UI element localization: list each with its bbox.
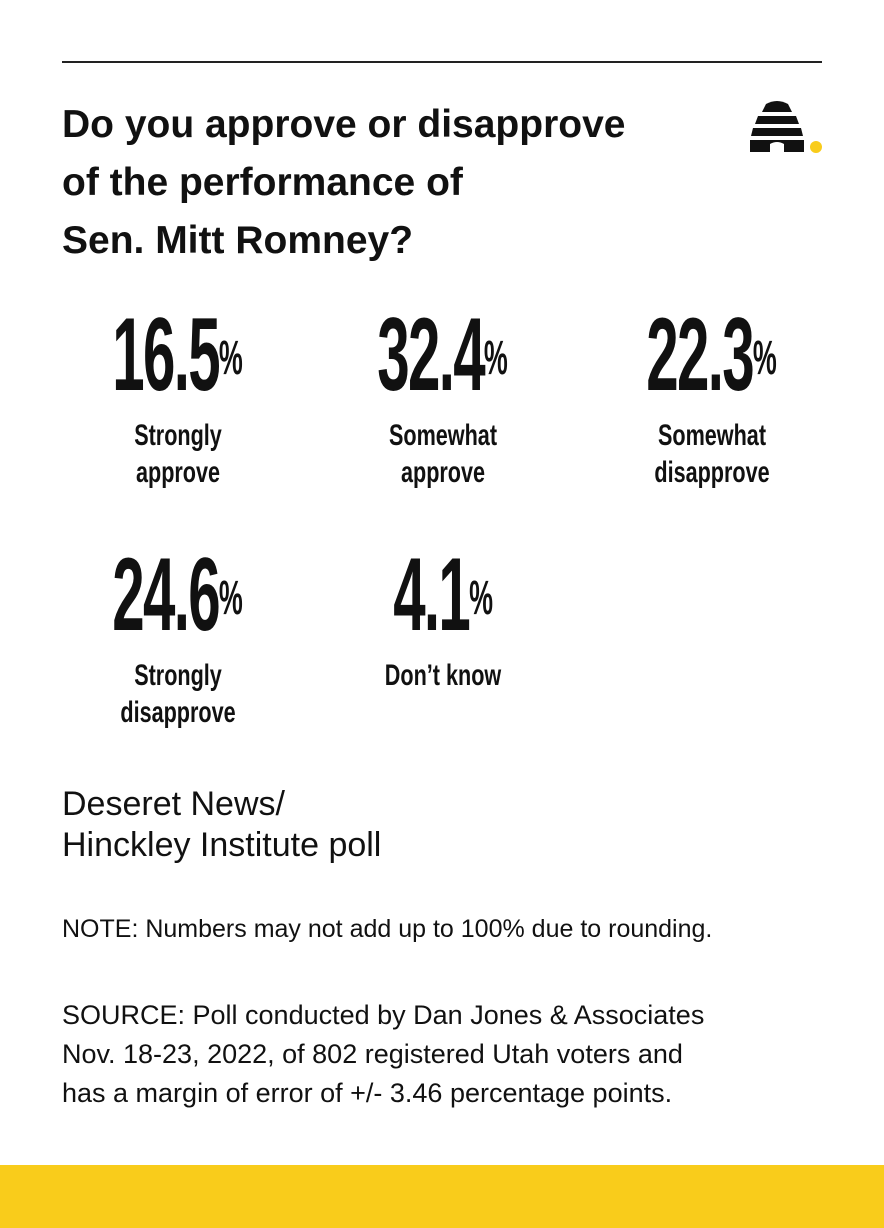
label-line: Somewhat <box>388 419 498 452</box>
source-line: Nov. 18-23, 2022, of 802 registered Utah… <box>62 1039 683 1069</box>
label-line: disapprove <box>654 456 770 489</box>
source: SOURCE: Poll conducted by Dan Jones & As… <box>62 996 704 1113</box>
poll-name: Deseret News/Hinckley Institute poll <box>62 784 381 866</box>
result-label: Strongly approve <box>84 417 271 491</box>
title-line: Do you approve or disapprove <box>62 103 626 146</box>
result-label: Strongly disapprove <box>84 657 271 731</box>
result-value: 22.3% <box>647 303 778 407</box>
unit: % <box>219 572 244 625</box>
footer-band <box>0 1165 884 1228</box>
result-label: Somewhat approve <box>349 417 536 491</box>
result-label: Don’t know <box>349 657 536 694</box>
value: 24.6 <box>112 537 221 653</box>
result: 32.4% Somewhat approve <box>313 303 573 491</box>
logo <box>750 101 822 153</box>
result-value: 24.6% <box>113 543 244 647</box>
label-line: Strongly <box>134 419 222 452</box>
unit: % <box>219 332 244 385</box>
note: NOTE: Numbers may not add up to 100% due… <box>62 915 713 943</box>
result: 16.5% Strongly approve <box>48 303 308 491</box>
source-line: SOURCE: Poll conducted by Dan Jones & As… <box>62 1000 705 1030</box>
title-line: of the performance of <box>62 161 463 204</box>
unit: % <box>469 572 493 625</box>
result-value: 32.4% <box>378 303 509 407</box>
result: 4.1% Don’t know <box>313 543 573 694</box>
result-value: 4.1% <box>393 543 493 647</box>
result-label: Somewhat disapprove <box>618 417 805 491</box>
label-line: disapprove <box>120 696 236 729</box>
result: 22.3% Somewhat disapprove <box>582 303 842 491</box>
label-line: Somewhat <box>657 419 767 452</box>
title: Do you approve or disapprove of the perfo… <box>62 96 625 270</box>
unit: % <box>484 332 509 385</box>
source-line: has a margin of error of +/- 3.46 percen… <box>62 1078 673 1108</box>
top-rule <box>62 61 822 63</box>
result: 24.6% Strongly disapprove <box>48 543 308 731</box>
value: 32.4 <box>377 297 486 413</box>
value: 16.5 <box>112 297 221 413</box>
label-line: approve <box>135 456 221 489</box>
value: 22.3 <box>646 297 755 413</box>
result-value: 16.5% <box>113 303 244 407</box>
poll-line: Deseret News/ <box>62 785 285 823</box>
title-line: Sen. Mitt Romney? <box>62 219 414 262</box>
label-line: Strongly <box>134 659 222 692</box>
poll-line: Hinckley Institute poll <box>62 826 382 864</box>
unit: % <box>753 332 778 385</box>
label-line: Don’t know <box>384 659 502 692</box>
value: 4.1 <box>393 537 471 653</box>
label-line: approve <box>400 456 486 489</box>
